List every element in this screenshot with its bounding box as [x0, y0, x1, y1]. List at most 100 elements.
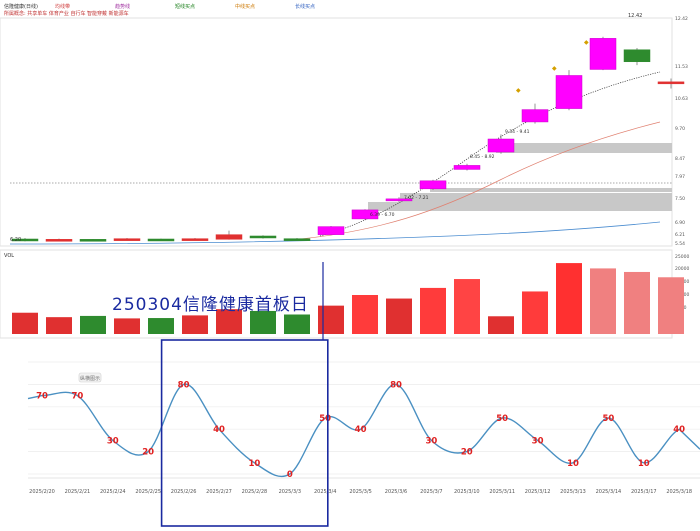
data-label: 80: [178, 380, 190, 390]
volume-bars: [12, 263, 684, 334]
data-label: 50: [496, 414, 508, 424]
price-label-zone-2: 7.02 - 7.21: [404, 195, 429, 201]
volume-bar: [556, 263, 582, 334]
stock-label: 信隆健康(日线): [4, 3, 38, 10]
data-label: 50: [319, 414, 331, 424]
candle-body: [147, 238, 175, 242]
candle-body: [385, 198, 413, 202]
price-label-zone-1: 6.39 - 6.70: [370, 212, 395, 218]
legend-chip: 纵横图示: [78, 372, 102, 383]
candle-body: [79, 239, 107, 242]
x-tick-label: 2025/2/20: [29, 489, 55, 495]
x-tick-label: 2025/3/11: [489, 489, 515, 495]
data-label: 10: [567, 459, 579, 469]
price-label-high: 12.42: [628, 13, 642, 19]
volume-bar: [46, 317, 72, 334]
volume-bar: [148, 318, 174, 334]
volume-bar: [114, 318, 140, 334]
resistance-zones: [368, 143, 672, 211]
x-tick-label: 2025/3/18: [666, 489, 692, 495]
legend-chip-label: 纵横图示: [80, 375, 100, 382]
candle-body: [215, 234, 243, 240]
candlesticks: [11, 36, 685, 242]
data-label: 40: [213, 425, 225, 435]
right-axis-tick: 7.50: [675, 196, 685, 202]
x-tick-label: 2025/3/14: [596, 489, 622, 495]
candle-body: [351, 209, 379, 220]
volume-bar: [284, 314, 310, 334]
x-tick-label: 2025/3/3: [279, 489, 301, 495]
data-label: 10: [248, 459, 260, 469]
line-chart-grid: [28, 361, 700, 475]
kline-plot-frame: [0, 17, 673, 247]
data-label: 20: [142, 448, 154, 458]
candle-body: [555, 75, 583, 109]
right-axis-tick: 6.21: [675, 232, 685, 238]
data-label: 30: [107, 436, 119, 446]
volume-bar: [80, 315, 106, 334]
volume-label: VOL: [4, 253, 14, 259]
ma-short-line: [319, 71, 661, 237]
series-line: [27, 383, 700, 478]
volume-bar: [12, 312, 38, 334]
data-label: 30: [425, 436, 437, 446]
highlight-box: [160, 339, 329, 527]
indicator-legend: 均线带 趋势线 短线买点 中线买点 长线买点: [55, 3, 315, 10]
indicator-legend-3: 中线买点: [235, 3, 255, 10]
candle-body: [419, 180, 447, 190]
line-chart-bg: [0, 340, 700, 531]
right-axis-tick: 7.97: [675, 174, 685, 180]
volume-bar: [250, 310, 276, 334]
data-label: 80: [390, 380, 402, 390]
x-tick-label: 2025/2/27: [206, 489, 232, 495]
right-axis-tick: 9.70: [675, 126, 685, 132]
candle-body: [113, 238, 141, 241]
right-axis-tick: 12.42: [675, 16, 688, 22]
data-label: 40: [673, 425, 685, 435]
x-tick-label: 2025/3/7: [420, 489, 442, 495]
data-label: 40: [355, 425, 367, 435]
data-label: 70: [71, 392, 83, 402]
indicator-legend-4: 长线买点: [295, 3, 315, 10]
ma-mid-line: [289, 121, 661, 241]
indicator-legend-2: 短线买点: [175, 3, 195, 10]
candle-body: [283, 238, 311, 241]
price-label-zone-3: 8.45 - 8.92: [470, 154, 495, 160]
volume-bar: [522, 291, 548, 334]
ma-long-line: [9, 221, 661, 245]
candle-body: [589, 38, 617, 70]
indicator-legend-1: 趋势线: [115, 3, 130, 10]
volume-bar: [352, 295, 378, 334]
resistance-zone: [368, 202, 672, 211]
concept-line: 所属概念: 共享单车 体育产业 自行车 智能穿戴 新能源车: [4, 10, 129, 17]
overlay-title: 250304信隆健康首板日: [112, 295, 309, 315]
volume-axis-tick: 25000: [675, 254, 689, 260]
candle-body: [623, 49, 651, 63]
candle-body: [11, 238, 39, 242]
x-tick-label: 2025/3/5: [349, 489, 371, 495]
candle-body: [45, 239, 73, 242]
data-label: 20: [461, 448, 473, 458]
resistance-zone: [430, 188, 672, 192]
volume-bar: [182, 315, 208, 334]
resistance-zone: [496, 143, 672, 153]
x-tick-label: 2025/3/10: [454, 489, 480, 495]
right-axis-tick: 8.47: [675, 156, 685, 162]
x-tick-label: 2025/2/25: [135, 489, 161, 495]
volume-bar: [420, 287, 446, 334]
x-tick-label: 2025/2/26: [171, 489, 197, 495]
volume-bar: [488, 316, 514, 334]
data-label: 0: [287, 470, 293, 480]
x-tick-label: 2025/2/21: [65, 489, 91, 495]
right-axis-tick: 10.63: [675, 96, 688, 102]
x-tick-label: 2025/3/4: [314, 489, 336, 495]
volume-bar: [454, 279, 480, 334]
volume-bar: [624, 271, 650, 334]
signal-marker: ◆: [584, 39, 589, 46]
line-chart-x-axis: 2025/2/20 2025/2/21 2025/2/24 2025/2/25 2025…: [28, 477, 700, 495]
volume-bar: [318, 305, 344, 334]
candle-body: [521, 109, 549, 123]
signal-markers: ◆ ◆ ◆: [516, 39, 589, 94]
right-price-axis: 12.42 11.53 10.63 9.70 8.47 7.97 7.50 6.90 6.21 5…: [675, 16, 688, 247]
